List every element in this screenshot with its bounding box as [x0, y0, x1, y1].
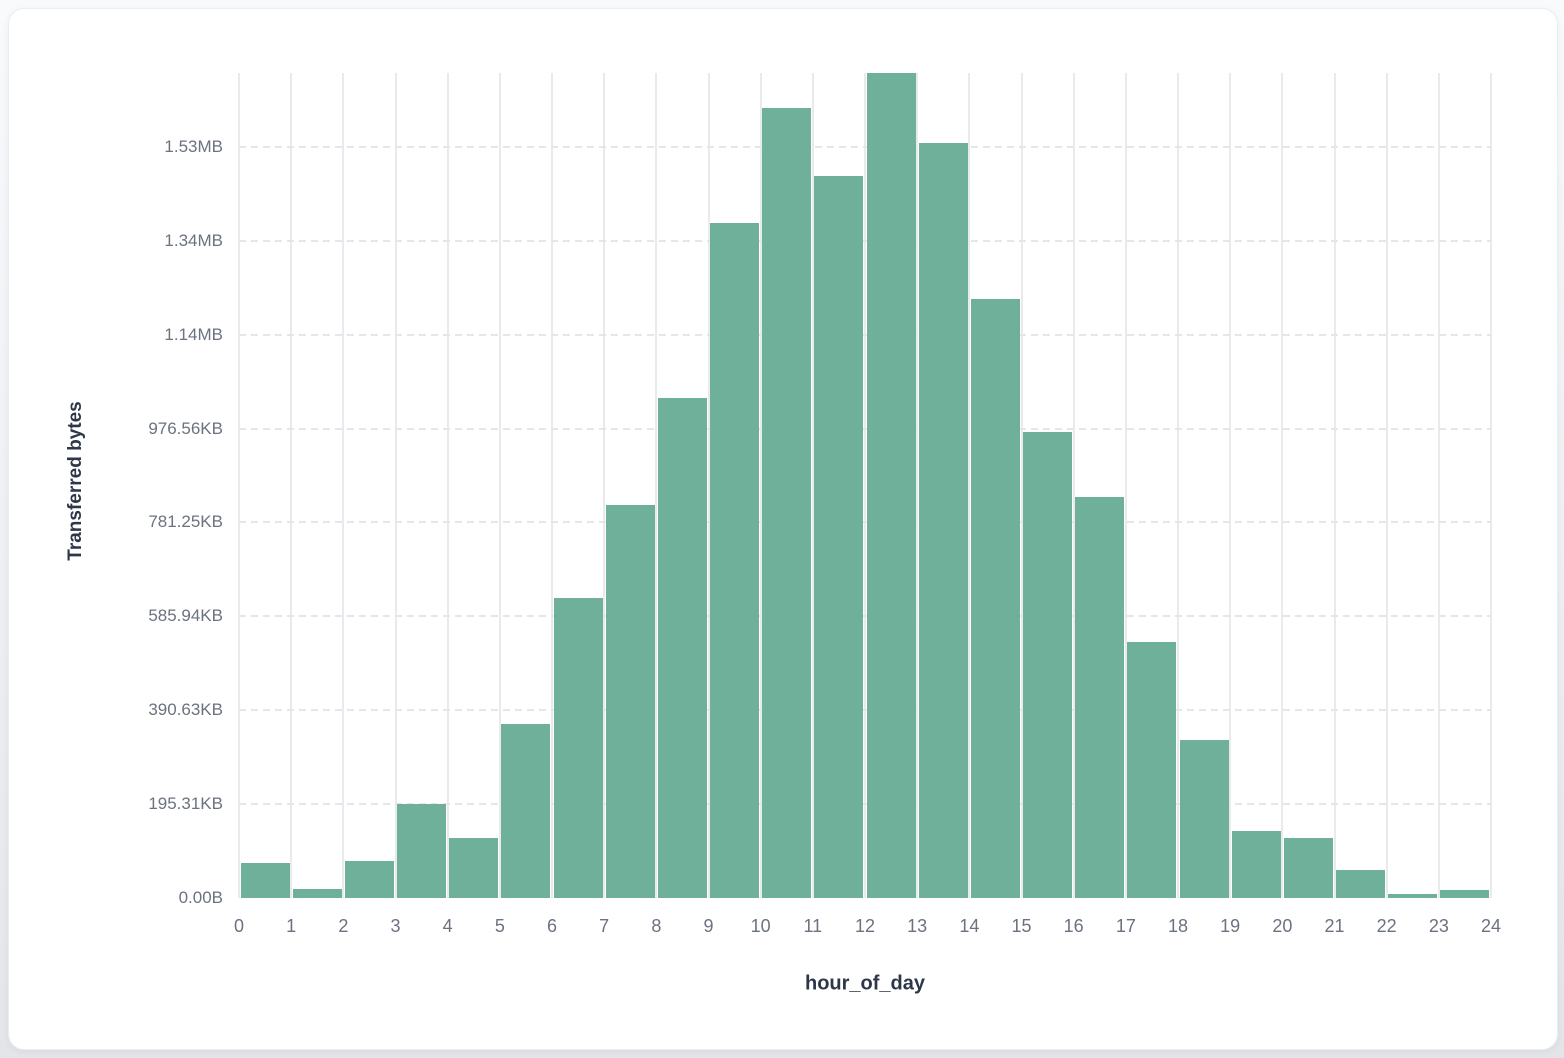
vertical-gridline — [1072, 73, 1075, 898]
bar-hour-6[interactable] — [553, 598, 603, 898]
bar-hour-17[interactable] — [1127, 641, 1177, 898]
y-tick-label: 585.94KB — [148, 606, 223, 626]
x-tick-label-14: 14 — [959, 916, 980, 936]
y-tick-label: 1.14MB — [164, 324, 223, 344]
vertical-gridline — [1490, 73, 1492, 898]
vertical-gridline — [1385, 73, 1388, 898]
vertical-gridline — [968, 73, 971, 898]
bar-hour-22[interactable] — [1388, 894, 1438, 898]
y-tick-label: 976.56KB — [148, 418, 223, 438]
bar-hour-10[interactable] — [762, 108, 812, 898]
horizontal-gridline — [239, 239, 1491, 242]
vertical-gridline — [290, 73, 293, 898]
bar-hour-23[interactable] — [1440, 890, 1490, 898]
vertical-gridline — [655, 73, 658, 898]
horizontal-gridline — [239, 803, 1491, 806]
bar-hour-16[interactable] — [1075, 497, 1125, 898]
x-tick-label-17: 17 — [1115, 916, 1136, 936]
horizontal-gridline — [239, 427, 1491, 430]
bar-hour-11[interactable] — [814, 176, 864, 898]
vertical-gridline — [603, 73, 606, 898]
vertical-gridline — [498, 73, 501, 898]
x-tick-label-12: 12 — [854, 916, 876, 936]
x-tick-label-23: 23 — [1428, 916, 1449, 936]
bar-hour-14[interactable] — [970, 299, 1020, 898]
vertical-gridline — [1437, 73, 1440, 898]
x-tick-label-20: 20 — [1272, 916, 1293, 936]
x-axis-title: hour_of_day — [804, 972, 926, 995]
bar-hour-20[interactable] — [1283, 838, 1333, 898]
vertical-gridline — [1333, 73, 1336, 898]
bar-hour-12[interactable] — [866, 73, 916, 898]
bar-hour-8[interactable] — [657, 398, 707, 898]
x-tick-label-22: 22 — [1376, 916, 1397, 936]
x-tick-label-16: 16 — [1063, 916, 1084, 936]
vertical-gridline — [394, 73, 397, 898]
horizontal-gridline — [239, 333, 1491, 336]
bar-hour-18[interactable] — [1179, 740, 1229, 898]
x-tick-label-7: 7 — [599, 916, 610, 936]
bar-hour-13[interactable] — [918, 143, 968, 898]
y-tick-label: 1.34MB — [164, 230, 223, 250]
horizontal-gridline — [239, 145, 1491, 148]
x-tick-label-1: 1 — [286, 916, 297, 936]
bar-hour-3[interactable] — [397, 804, 447, 898]
x-tick-label-5: 5 — [494, 916, 505, 936]
vertical-gridline — [238, 73, 240, 898]
bar-hour-1[interactable] — [292, 889, 342, 898]
x-tick-label-15: 15 — [1011, 916, 1032, 936]
x-tick-label-3: 3 — [390, 916, 401, 936]
x-tick-label-11: 11 — [803, 916, 823, 936]
plot-area — [238, 73, 1492, 898]
x-tick-label-9: 9 — [703, 916, 714, 936]
x-tick-label-2: 2 — [338, 916, 349, 936]
horizontal-gridline — [239, 615, 1491, 618]
x-tick-label-8: 8 — [651, 916, 662, 936]
vertical-gridline — [1177, 73, 1179, 898]
vertical-gridline — [342, 73, 345, 898]
bar-hour-7[interactable] — [605, 504, 655, 898]
y-tick-label: 1.53MB — [164, 136, 223, 156]
y-tick-label: 195.31KB — [148, 794, 223, 814]
x-tick-label-21: 21 — [1324, 916, 1345, 936]
y-tick-label: 781.25KB — [148, 512, 223, 532]
bar-hour-21[interactable] — [1336, 870, 1386, 898]
bar-hour-9[interactable] — [710, 223, 760, 898]
x-tick-label-4: 4 — [442, 916, 453, 936]
bar-hour-19[interactable] — [1231, 831, 1281, 898]
vertical-gridline — [1281, 73, 1284, 898]
vertical-gridline — [1229, 73, 1232, 898]
bar-hour-0[interactable] — [240, 863, 290, 898]
y-tick-label: 390.63KB — [148, 700, 223, 720]
vertical-gridline — [707, 73, 710, 898]
x-tick-label-6: 6 — [546, 916, 557, 936]
vertical-gridline — [446, 73, 449, 898]
horizontal-gridline — [239, 709, 1491, 712]
vertical-gridline — [759, 73, 762, 898]
vertical-gridline — [811, 73, 814, 898]
vertical-gridline — [916, 73, 919, 898]
x-tick-label-19: 19 — [1220, 916, 1241, 936]
y-tick-label: 0.00B — [178, 888, 223, 907]
vertical-gridline — [1124, 73, 1127, 898]
x-tick-label-24: 24 — [1480, 916, 1502, 936]
x-tick-label-13: 13 — [907, 916, 928, 936]
x-tick-label-18: 18 — [1167, 916, 1189, 936]
vertical-gridline — [864, 73, 866, 898]
vertical-gridline — [551, 73, 553, 898]
bar-hour-2[interactable] — [344, 861, 394, 898]
bar-hour-5[interactable] — [501, 724, 551, 898]
horizontal-gridline — [239, 521, 1491, 524]
vertical-gridline — [1020, 73, 1023, 898]
x-tick-label-10: 10 — [750, 916, 771, 936]
bar-hour-4[interactable] — [449, 838, 499, 898]
bar-hour-15[interactable] — [1023, 432, 1073, 898]
x-tick-label-0: 0 — [233, 916, 244, 936]
